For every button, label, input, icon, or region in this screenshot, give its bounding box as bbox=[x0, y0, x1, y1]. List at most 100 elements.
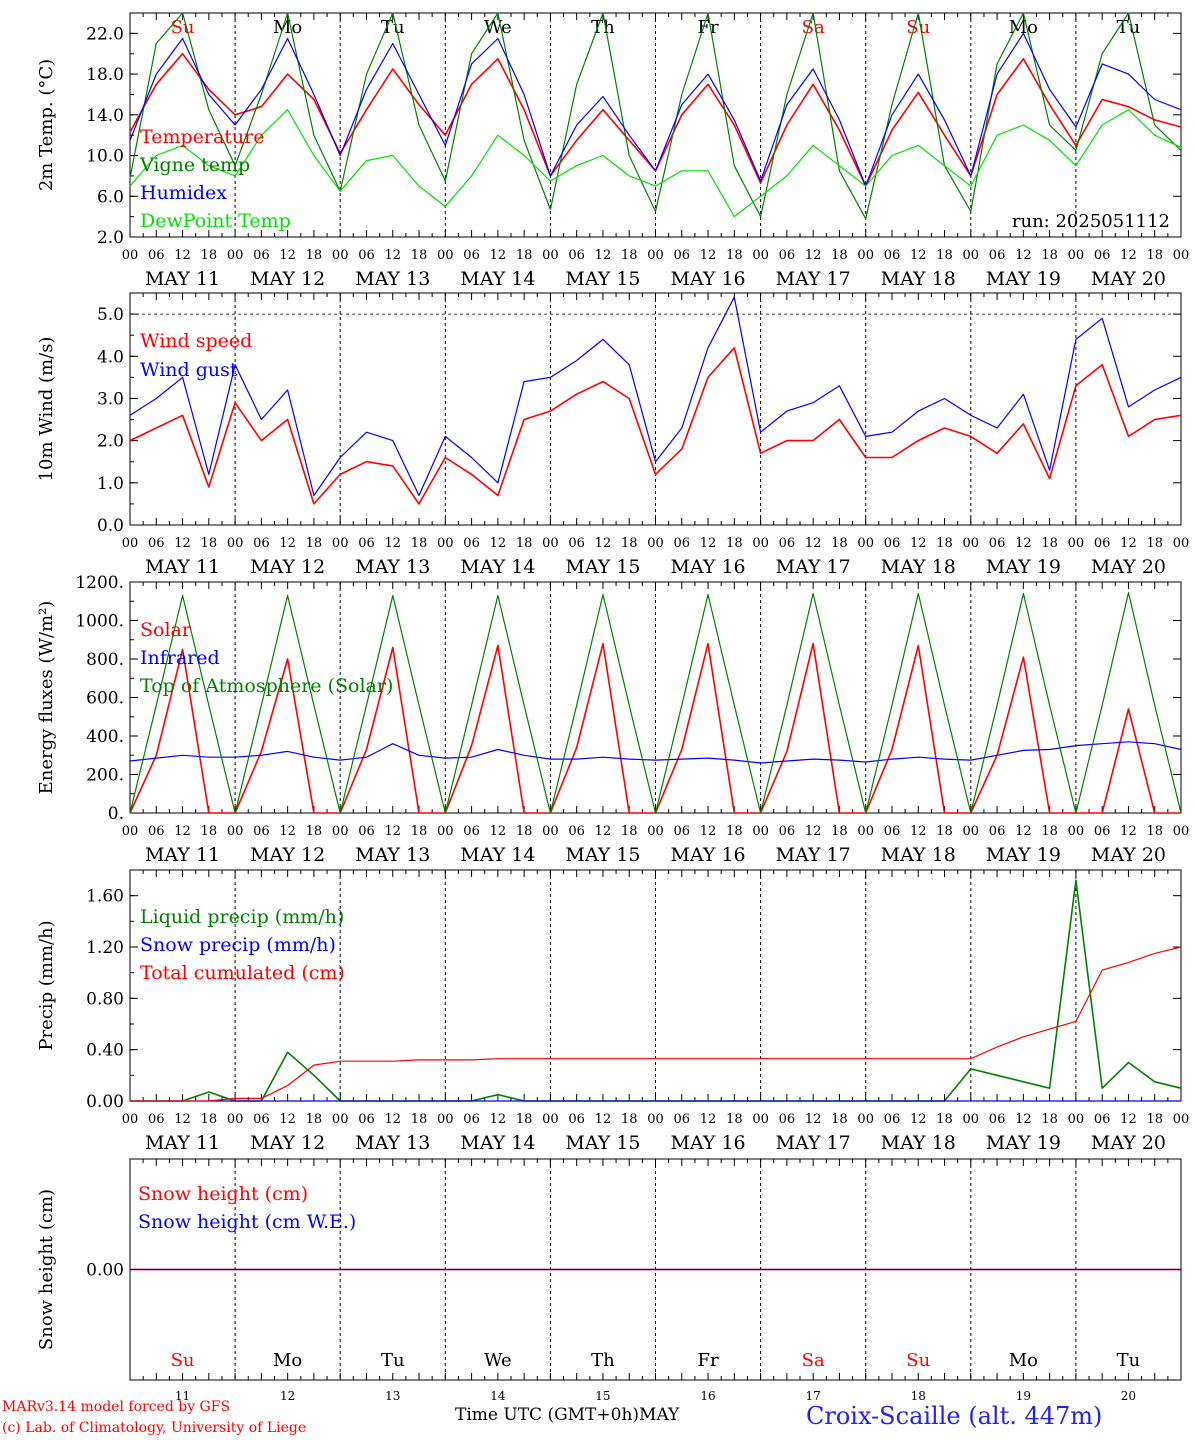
panel-3-hour-label: 18 bbox=[936, 1112, 953, 1127]
panel-2-series-line bbox=[129, 741, 1182, 764]
panel-0-hour-label: 18 bbox=[621, 248, 638, 263]
panel-1-date-label: MAY 16 bbox=[670, 556, 745, 578]
panel-3-hour-label: 12 bbox=[174, 1112, 191, 1127]
panel-2-hour-label: 00 bbox=[752, 824, 769, 839]
panel-3-ytick-label: 1.60 bbox=[86, 887, 124, 907]
panel-3-hour-label: 12 bbox=[490, 1112, 507, 1127]
panel-3-date-label: MAY 18 bbox=[881, 1132, 956, 1154]
panel-2-ylabel: Energy fluxes (W/m²) bbox=[36, 601, 57, 795]
panel-2-hour-label: 18 bbox=[936, 824, 953, 839]
panel-0-hour-label: 12 bbox=[490, 248, 507, 263]
panel-3-date-label: MAY 11 bbox=[145, 1132, 220, 1154]
day-number: 11 bbox=[175, 1389, 190, 1403]
panel-2-hour-label: 18 bbox=[726, 824, 743, 839]
panel-3-hour-label: 00 bbox=[437, 1112, 454, 1127]
panel-1-hour-label: 06 bbox=[148, 536, 165, 551]
panel-2-hour-label: 00 bbox=[332, 824, 349, 839]
day-abbr-bottom: Su bbox=[906, 1350, 930, 1371]
panel-3-legend-entry: Snow precip (mm/h) bbox=[140, 934, 336, 956]
panel-0-hour-label: 18 bbox=[306, 248, 323, 263]
panel-1-hour-label: 18 bbox=[516, 536, 533, 551]
day-abbr-top: Th bbox=[591, 17, 615, 38]
panel-0-hour-label: 18 bbox=[516, 248, 533, 263]
panel-3-date-label: MAY 12 bbox=[250, 1132, 325, 1154]
time-axis-label: Time UTC (GMT+0h)MAY bbox=[455, 1405, 679, 1425]
panel-2-hour-label: 12 bbox=[1015, 824, 1032, 839]
panel-1-ytick-label: 1.0 bbox=[97, 474, 124, 494]
panel-1-hour-label: 18 bbox=[1146, 536, 1163, 551]
panel-1-hour-label: 00 bbox=[332, 536, 349, 551]
time-axis-month: MAY bbox=[639, 1405, 680, 1425]
panel-2-hour-label: 18 bbox=[306, 824, 323, 839]
panel-0-hour-label: 18 bbox=[936, 248, 953, 263]
panel-1-hour-label: 06 bbox=[674, 536, 691, 551]
panel-1-hour-label: 00 bbox=[437, 536, 454, 551]
panel-0-series-line bbox=[129, 12, 1182, 220]
panel-0-hour-label: 18 bbox=[1146, 248, 1163, 263]
panel-0-hour-label: 06 bbox=[884, 248, 901, 263]
panel-3-hour-label: 00 bbox=[332, 1112, 349, 1127]
panel-3-series-line bbox=[130, 946, 1182, 1102]
panel-2-date-label: MAY 18 bbox=[881, 844, 956, 866]
panel-3-hour-label: 12 bbox=[910, 1112, 927, 1127]
panel-1-hour-label: 12 bbox=[384, 536, 401, 551]
panel-4-ylabel: Snow height (cm) bbox=[36, 1189, 57, 1350]
panel-1-hour-label: 18 bbox=[411, 536, 428, 551]
day-abbr-bottom: Tu bbox=[1117, 1350, 1141, 1371]
lab-credit: (c) Lab. of Climatology, University of L… bbox=[2, 1420, 307, 1436]
panel-1-hour-label: 00 bbox=[542, 536, 559, 551]
panel-2-date-label: MAY 20 bbox=[1091, 844, 1166, 866]
panel-1-hour-label: 18 bbox=[201, 536, 218, 551]
panel-2-legend-entry: Infrared bbox=[140, 647, 220, 669]
panel-0-date-label: MAY 20 bbox=[1091, 268, 1166, 290]
run-label: run: 2025051112 bbox=[1012, 211, 1170, 232]
panel-3-hour-label: 00 bbox=[963, 1112, 980, 1127]
panel-2-hour-label: 18 bbox=[411, 824, 428, 839]
day-abbr-bottom: Tu bbox=[381, 1350, 405, 1371]
panel-3-date-label: MAY 17 bbox=[776, 1132, 851, 1154]
panel-0-ytick-label: 18.0 bbox=[86, 65, 124, 85]
panel-3-hour-label: 12 bbox=[805, 1112, 822, 1127]
panel-1-hour-label: 00 bbox=[122, 536, 139, 551]
panel-3-hour-label: 06 bbox=[1094, 1112, 1111, 1127]
panel-2-hour-label: 18 bbox=[831, 824, 848, 839]
panel-0-hour-label: 00 bbox=[857, 248, 874, 263]
panel-2-date-label: MAY 13 bbox=[355, 844, 430, 866]
panel-3-hour-label: 12 bbox=[1120, 1112, 1137, 1127]
panel-3-hour-label: 06 bbox=[674, 1112, 691, 1127]
panel-0-hour-label: 18 bbox=[201, 248, 218, 263]
panel-3-hour-label: 12 bbox=[279, 1112, 296, 1127]
panel-3-hour-label: 00 bbox=[857, 1112, 874, 1127]
panel-2-hour-label: 12 bbox=[910, 824, 927, 839]
panel-1-hour-label: 18 bbox=[831, 536, 848, 551]
panel-2-hour-label: 00 bbox=[1173, 824, 1190, 839]
panel-3-ytick-label: 0.40 bbox=[86, 1041, 124, 1061]
day-abbr-top: Mo bbox=[1009, 17, 1038, 38]
panel-2-date-label: MAY 19 bbox=[986, 844, 1061, 866]
panel-0-ytick-label: 22.0 bbox=[86, 24, 124, 44]
panel-0-hour-label: 12 bbox=[910, 248, 927, 263]
panel-3-date-label: MAY 14 bbox=[460, 1132, 535, 1154]
day-abbr-bottom: Su bbox=[171, 1350, 195, 1371]
panel-1-hour-label: 00 bbox=[227, 536, 244, 551]
panel-2-hour-label: 12 bbox=[595, 824, 612, 839]
panel-0-date-label: MAY 12 bbox=[250, 268, 325, 290]
panel-2-hour-label: 00 bbox=[857, 824, 874, 839]
panel-1-hour-label: 00 bbox=[647, 536, 664, 551]
panel-0-hour-label: 00 bbox=[542, 248, 559, 263]
panel-1-hour-label: 06 bbox=[884, 536, 901, 551]
panel-4-legend-entry: Snow height (cm W.E.) bbox=[138, 1211, 356, 1233]
panel-2-date-label: MAY 14 bbox=[460, 844, 535, 866]
panel-1-hour-label: 18 bbox=[726, 536, 743, 551]
panel-3-hour-label: 06 bbox=[463, 1112, 480, 1127]
panel-0-hour-label: 12 bbox=[1120, 248, 1137, 263]
panel-1-hour-label: 18 bbox=[936, 536, 953, 551]
panel-3-date-label: MAY 19 bbox=[986, 1132, 1061, 1154]
panel-1-hour-label: 06 bbox=[1094, 536, 1111, 551]
panel-1-hour-label: 18 bbox=[621, 536, 638, 551]
panel-3-hour-label: 00 bbox=[1173, 1112, 1190, 1127]
panel-0-ytick-label: 14.0 bbox=[86, 106, 124, 126]
panel-1-date-label: MAY 18 bbox=[881, 556, 956, 578]
panel-3-hour-label: 06 bbox=[779, 1112, 796, 1127]
panel-3-hour-label: 12 bbox=[700, 1112, 717, 1127]
